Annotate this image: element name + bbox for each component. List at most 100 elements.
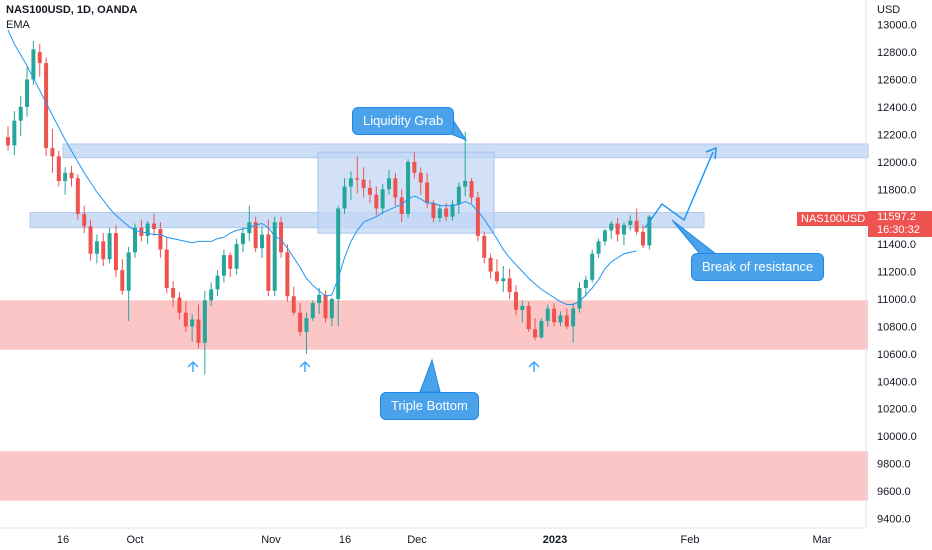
bullish-candle xyxy=(342,178,347,214)
time-tick-label: Dec xyxy=(407,534,427,546)
bullish-candle xyxy=(133,223,137,258)
bullish-candle xyxy=(602,229,607,246)
symbol-price-label: NAS100USD xyxy=(797,212,870,226)
arrow-up-icon xyxy=(299,360,311,372)
candle-body xyxy=(577,288,582,309)
candle-body xyxy=(374,194,379,209)
bullish-candle xyxy=(145,220,150,245)
candle-body xyxy=(406,161,411,214)
liquidity-grab-callout[interactable]: Liquidity Grab xyxy=(352,107,455,135)
candle-body xyxy=(310,303,315,319)
bearish-candle xyxy=(475,192,480,242)
price-tick-label: 12400.0 xyxy=(877,102,917,114)
time-tick-label: Feb xyxy=(681,534,700,546)
candle-body xyxy=(291,296,296,313)
bearish-candle xyxy=(615,218,620,242)
bullish-candle xyxy=(406,159,411,219)
candle-body xyxy=(463,181,468,187)
candle-body xyxy=(234,244,239,269)
bullish-candle xyxy=(310,300,315,321)
price-tick-label: 11400.0 xyxy=(877,239,916,251)
candle-body xyxy=(387,178,391,190)
candle-body xyxy=(520,305,525,310)
bullish-candle xyxy=(272,216,277,297)
bearish-candle xyxy=(298,303,303,336)
bearish-candle xyxy=(431,200,436,223)
candle-body xyxy=(418,172,423,183)
bearish-candle xyxy=(101,233,106,267)
candle-body xyxy=(348,178,353,187)
price-axis: 13000.0 12800.0 12600.0 12400.0 12200.0 12000… xyxy=(877,20,917,526)
candle-body xyxy=(266,234,271,291)
indicator-label: EMA xyxy=(6,19,30,31)
bearish-candle xyxy=(641,224,645,249)
candle-body xyxy=(647,216,652,246)
candle-body xyxy=(526,305,531,330)
candle-body xyxy=(279,222,284,253)
bearish-candle xyxy=(82,205,87,234)
bullish-candle xyxy=(317,288,322,315)
bearish-candle xyxy=(228,252,233,278)
time-axis: 16 Oct Nov 16 Dec 2023 Feb Mar xyxy=(57,534,832,546)
break-of-resistance-callout[interactable]: Break of resistance xyxy=(691,253,825,281)
projection-arrow xyxy=(644,146,717,229)
candle-body xyxy=(361,179,366,188)
price-tick-label: 11800.0 xyxy=(877,184,916,196)
candle-body xyxy=(539,320,544,338)
candle-body xyxy=(380,189,385,209)
bullish-candle xyxy=(596,238,601,258)
bearish-candle xyxy=(482,231,487,264)
bearish-candle xyxy=(44,57,49,157)
bearish-candle xyxy=(393,172,398,206)
bearish-candle xyxy=(533,318,538,341)
bearish-candle xyxy=(469,178,474,203)
bearish-candle xyxy=(266,219,271,297)
candle-body xyxy=(558,315,563,323)
bullish-candle xyxy=(336,205,341,327)
candle-body xyxy=(164,249,169,288)
candle-body xyxy=(437,208,442,219)
bullish-candle xyxy=(304,312,309,354)
candle-body xyxy=(329,298,334,319)
candle-body xyxy=(596,241,601,254)
bullish-candle xyxy=(215,270,220,297)
candle-body xyxy=(336,208,341,299)
triple-bottom-callout[interactable]: Triple Bottom xyxy=(380,392,479,420)
bearish-candle xyxy=(183,301,188,332)
candle-body xyxy=(488,257,493,272)
time-tick-label: 16 xyxy=(57,534,69,546)
candle-body xyxy=(196,319,201,343)
candle-body xyxy=(317,294,322,304)
bearish-candle xyxy=(158,222,163,258)
bearish-candle xyxy=(120,259,125,295)
candle-body xyxy=(583,279,588,288)
candle-body xyxy=(82,213,87,227)
candle-body xyxy=(69,172,74,179)
price-tick-label: 10000.0 xyxy=(877,431,917,443)
price-tick-label: 10600.0 xyxy=(877,349,917,361)
candle-body xyxy=(482,235,487,258)
bar-countdown: 16:30:32 xyxy=(877,224,920,236)
candle-body xyxy=(571,308,576,327)
candle-body xyxy=(113,233,118,271)
candle-body xyxy=(120,270,125,291)
candle-body xyxy=(564,315,569,327)
bearish-candle xyxy=(634,208,639,235)
bullish-candle xyxy=(437,204,442,223)
symbol-title: NAS100USD, 1D, OANDA xyxy=(6,4,138,16)
candle-body xyxy=(514,292,518,310)
bullish-candle xyxy=(583,275,588,297)
bullish-candle xyxy=(380,183,385,214)
bearish-candle xyxy=(507,268,512,299)
candle-body xyxy=(94,241,99,254)
bearish-candle xyxy=(253,216,258,253)
candle-body xyxy=(399,197,404,214)
bullish-candle xyxy=(621,222,626,246)
bearish-candle xyxy=(279,216,284,258)
candle-body xyxy=(253,222,258,249)
candle-body xyxy=(37,52,42,64)
bullish-candle xyxy=(234,238,239,275)
bullish-candle xyxy=(202,290,207,375)
time-tick-label: Nov xyxy=(261,534,281,546)
